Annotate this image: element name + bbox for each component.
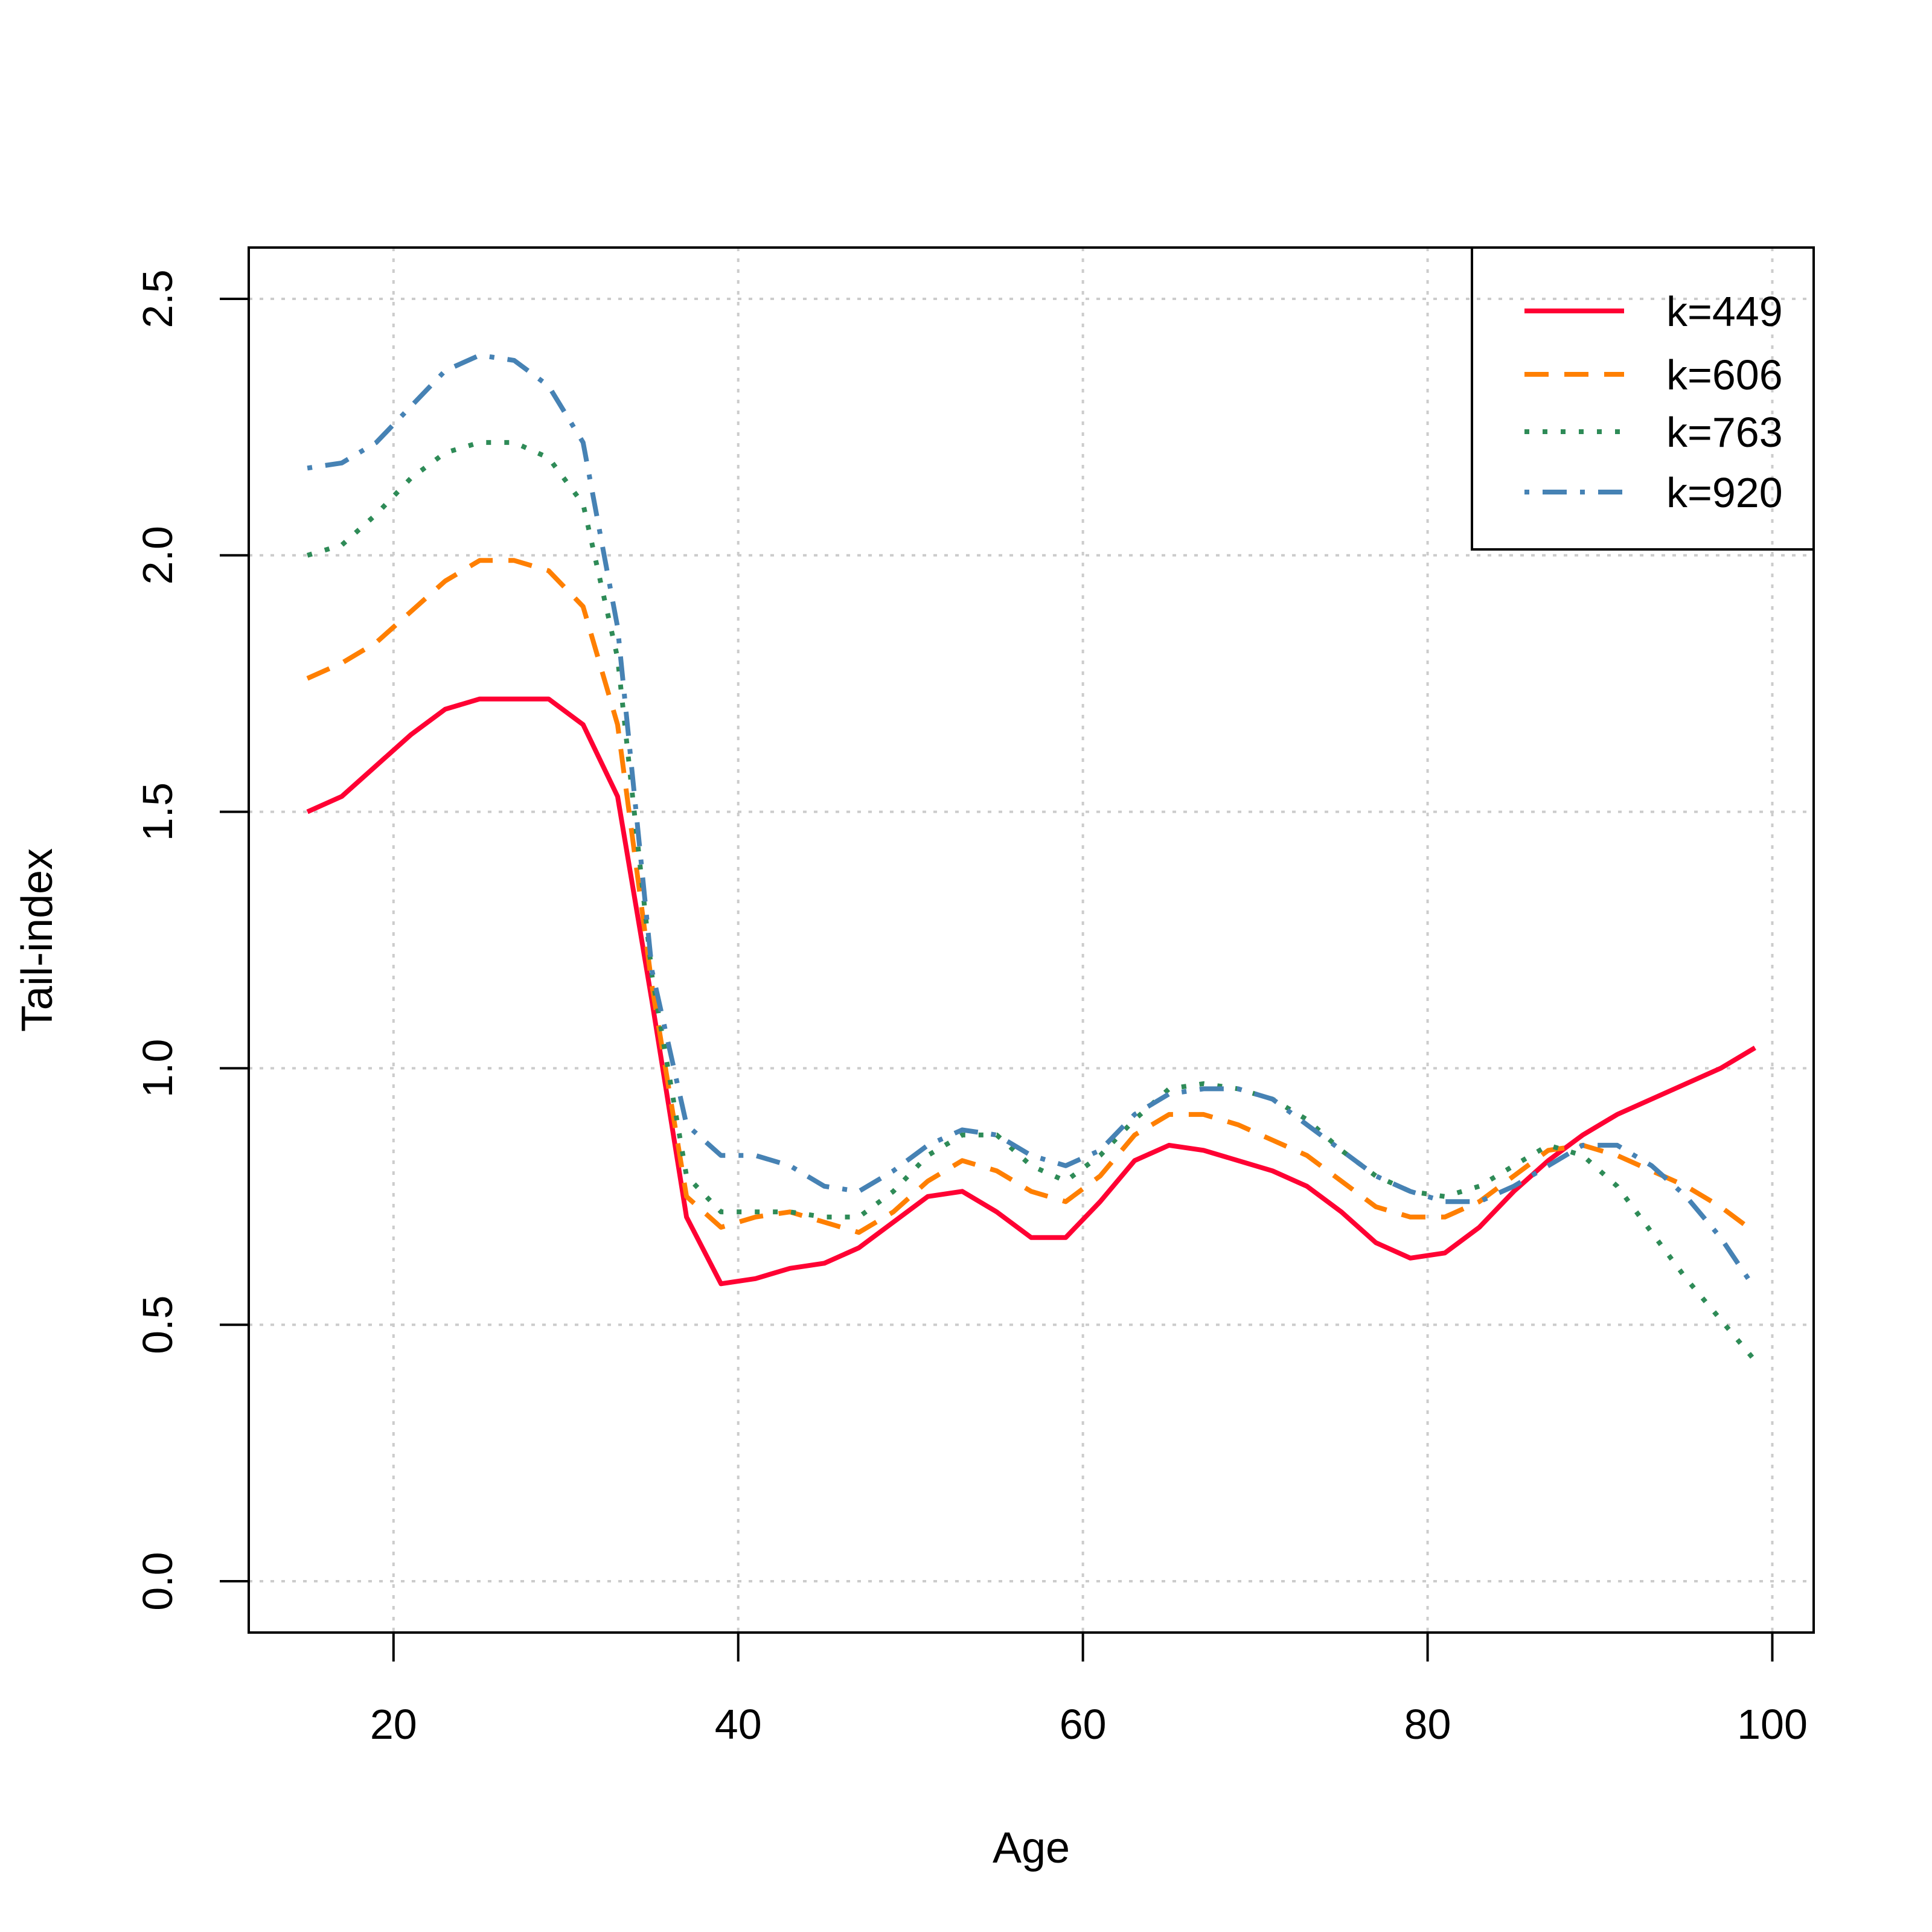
y-tick-label: 2.0 (134, 526, 181, 584)
y-tick-label: 0.5 (134, 1296, 181, 1354)
x-tick-label: 20 (370, 1701, 417, 1748)
series-layer (306, 353, 1758, 1363)
series-line-k-606 (306, 558, 1757, 1235)
y-tick-label: 1.0 (134, 1039, 181, 1098)
y-axis-title: Tail-index (13, 848, 62, 1032)
legend-box (1471, 246, 1815, 551)
y-tick-label: 1.5 (134, 782, 181, 841)
legend-label-k-449: k=449 (1666, 288, 1783, 335)
y-tick-label: 0.0 (134, 1552, 181, 1610)
plot-frame (248, 246, 1815, 1634)
x-tick-label: 100 (1737, 1701, 1808, 1748)
x-axis-title: Age (993, 1824, 1070, 1872)
x-tick-label: 80 (1404, 1701, 1451, 1748)
x-tick-label: 60 (1060, 1701, 1107, 1748)
series-line-k-920 (307, 353, 1758, 1290)
y-tick-label: 2.5 (134, 269, 181, 328)
series-line-k-763 (306, 440, 1757, 1363)
axis-layer: 20 40 60 80 100 0.0 0.5 1.0 1.5 2.0 2.5 (134, 269, 1808, 1748)
legend: k=449 k=606 k=763 k=920 (1471, 246, 1815, 551)
legend-label-k-763: k=763 (1666, 409, 1783, 456)
legend-label-k-920: k=920 (1666, 469, 1783, 516)
grid-layer (249, 248, 1814, 1633)
x-tick-label: 40 (715, 1701, 762, 1748)
series-line-k-449 (306, 696, 1756, 1287)
legend-label-k-606: k=606 (1666, 351, 1783, 398)
